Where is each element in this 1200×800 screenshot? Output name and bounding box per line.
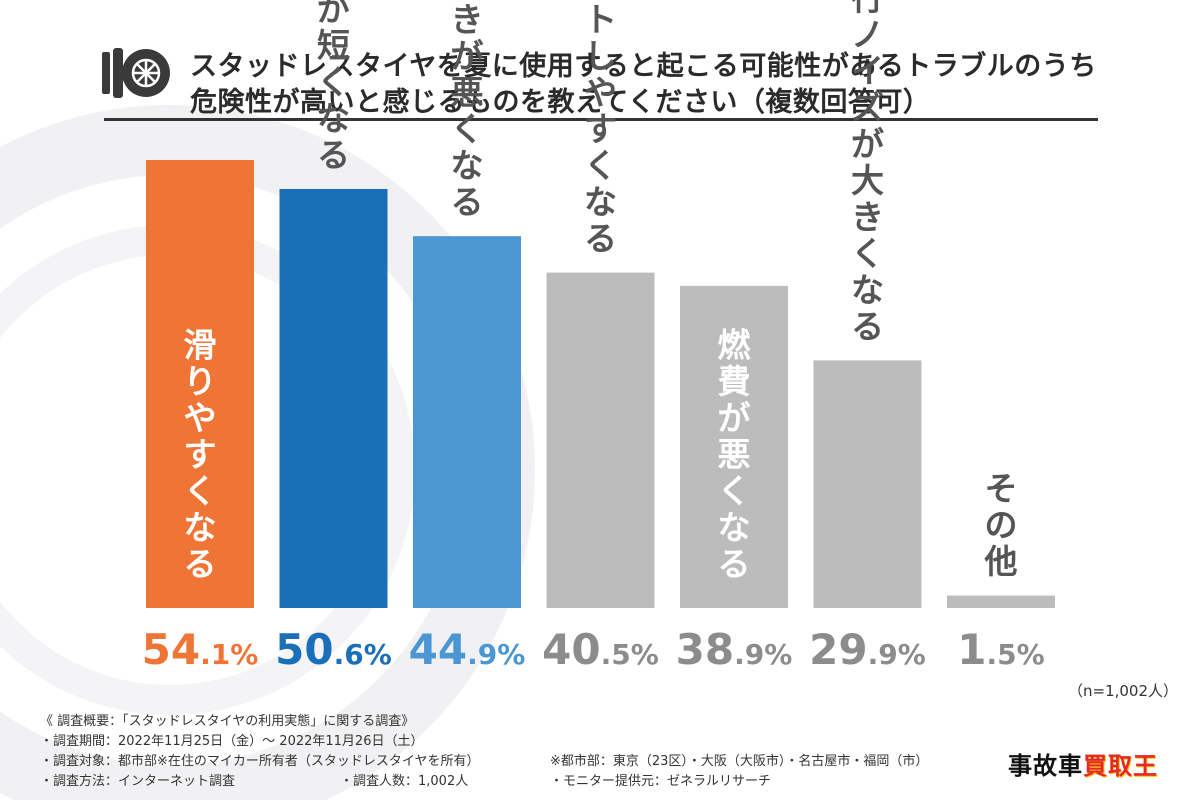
survey-heading: 《 調査概要：「スタッドレスタイヤの利用実態」に関する調査》: [40, 714, 415, 729]
category-label-2: タイヤの寿命が短くなる: [317, 0, 351, 175]
logo-main-text: 事故車: [1008, 752, 1083, 780]
title-divider: [104, 118, 1098, 121]
tire-icon: [102, 48, 170, 98]
value-label-1: 54.1%: [142, 625, 259, 674]
category-label-4: バーストしやすくなる: [584, 0, 617, 258]
bar-2: [279, 188, 388, 608]
bar-5: [680, 285, 788, 608]
category-label-6: 走行ノイズが大きくなる: [850, 0, 884, 346]
value-label-4: 40.5%: [542, 625, 659, 674]
sample-size-note: （n=1,002人）: [1068, 682, 1179, 700]
category-label-5: 燃費が悪くなる: [718, 326, 752, 584]
category-label-7: その他: [984, 469, 1018, 581]
value-label-2: 50.6%: [275, 625, 392, 674]
bar-6: [813, 360, 922, 608]
chart-title-line-1: スタッドレスタイヤを夏に使用すると起こる可能性があるトラブルのうち: [190, 51, 1097, 82]
bar-7: [947, 595, 1055, 608]
value-label-6: 29.9%: [809, 625, 926, 674]
chart-title-line-2: 危険性が高いと感じるものを教えてください（複数回答可）: [190, 87, 931, 118]
category-label-1: 滑りやすくなる: [184, 326, 217, 584]
survey-method: ・調査方法：インターネット調査: [40, 774, 236, 789]
bar-4: [546, 272, 655, 608]
survey-period: ・調査期間：2022年11月25日（金）～ 2022年11月26日（土）: [40, 734, 424, 749]
brand-logo: 事故車買取王: [1008, 746, 1158, 781]
survey-provider: ・モニター提供元：ゼネラルリサーチ: [550, 774, 772, 789]
bar-1: [146, 160, 254, 608]
survey-target: ・調査対象：都市部※在住のマイカー所有者（スタッドレスタイヤを所有）: [40, 754, 480, 769]
value-label-3: 44.9%: [409, 625, 526, 674]
bar-3: [413, 236, 521, 608]
value-label-5: 38.9%: [676, 625, 793, 674]
logo-accent-text: 買取王: [1083, 752, 1158, 780]
survey-count: ・調査人数：1,002人: [340, 774, 469, 789]
value-label-7: 1.5%: [957, 625, 1044, 674]
survey-cities-note: ※都市部：東京（23区）・大阪（大阪市）・名古屋市・福岡（市）: [550, 754, 929, 769]
category-label-3: ブレーキの利きが悪くなる: [451, 0, 484, 222]
